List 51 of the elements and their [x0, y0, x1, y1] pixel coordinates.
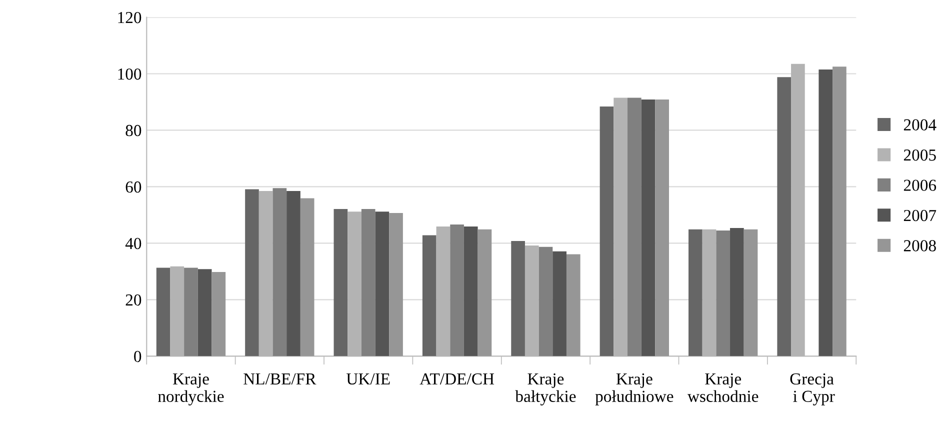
bar: [450, 224, 464, 356]
bar: [422, 235, 436, 356]
bar: [478, 229, 492, 356]
y-tick-label: 40: [125, 238, 142, 250]
bar: [389, 212, 403, 356]
y-tick-label: 60: [126, 181, 142, 193]
bar: [156, 268, 170, 356]
legend-label: 2005: [904, 149, 936, 161]
bar: [212, 272, 226, 356]
legend-label: 2004: [904, 119, 936, 131]
y-tick-label: 120: [118, 12, 142, 24]
bar: [641, 99, 656, 356]
bar: [361, 209, 376, 356]
legend-label: 2006: [904, 180, 936, 191]
bar: [245, 189, 259, 356]
bar: [464, 226, 478, 356]
bar: [600, 106, 614, 356]
bar: [716, 230, 730, 356]
bar: [688, 229, 702, 356]
x-tick-label: AT/DE/CH: [420, 373, 494, 385]
bar: [832, 66, 846, 356]
legend-label: 2008: [904, 240, 936, 252]
bar: [511, 240, 525, 356]
bar: [538, 246, 553, 356]
bar: [730, 228, 744, 356]
bar: [655, 99, 669, 356]
x-tick-label: Grecja i Cypr: [790, 373, 835, 406]
bar: [627, 98, 642, 356]
bar: [777, 77, 792, 356]
y-tick-label: 80: [126, 124, 142, 136]
bar: [286, 190, 300, 356]
y-tick-label: 100: [118, 68, 142, 80]
y-tick-label: 20: [126, 294, 142, 306]
bar: [272, 188, 287, 356]
x-tick-label: Kraje południowe: [595, 373, 674, 406]
bar: [198, 269, 212, 356]
bar: [184, 268, 198, 356]
y-tick-label: 0: [134, 350, 142, 362]
bar: [375, 212, 390, 356]
x-tick-label: UK/IE: [346, 373, 390, 385]
bar: [552, 251, 566, 356]
bar: [744, 229, 758, 356]
legend-label: 2007: [904, 210, 936, 222]
bar: [566, 254, 580, 356]
x-tick-label: NL/BE/FR: [244, 373, 316, 385]
bar: [334, 209, 348, 356]
bar: [818, 70, 833, 356]
x-tick-label: Kraje bałtyckie: [515, 373, 576, 406]
bar: [300, 198, 314, 356]
x-tick-label: Kraje nordyckie: [158, 373, 224, 406]
x-tick-label: Kraje wschodnie: [687, 373, 758, 402]
